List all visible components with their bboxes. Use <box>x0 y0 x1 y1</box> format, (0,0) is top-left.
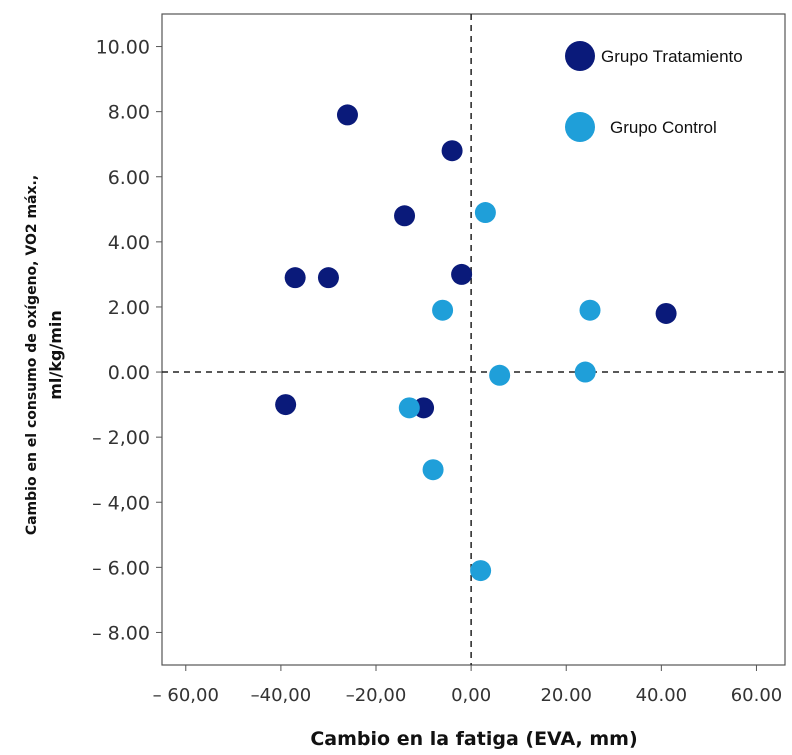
y-tick-label: – 6.00 <box>92 557 150 579</box>
point-tratamiento <box>284 267 306 289</box>
y-tick-label: 8.00 <box>108 102 150 124</box>
legend-label-tratamiento: Grupo Tratamiento <box>601 47 743 66</box>
point-control <box>422 459 444 481</box>
x-tick-label: 60.00 <box>731 685 783 706</box>
x-tick-label: 40.00 <box>636 685 688 706</box>
y-tick-label: – 2,00 <box>92 427 150 449</box>
y-axis-label-line2: ml/kg/min <box>46 310 65 399</box>
point-tratamiento <box>336 104 358 126</box>
x-tick-label: 0,00 <box>451 685 491 706</box>
y-tick-label: 4.00 <box>108 232 150 254</box>
y-axis-label-line1: Cambio en el consumo de oxígeno, VO2 máx… <box>24 175 40 535</box>
x-axis-label: Cambio en la fatiga (EVA, mm) <box>310 728 637 750</box>
point-control <box>579 299 601 321</box>
y-tick-label: 2.00 <box>108 297 150 319</box>
y-tick-label: 0.00 <box>108 362 150 384</box>
x-axis-ticks: – 60,00 –40,00 –20,00 0,00 20.00 40.00 60.00 <box>153 665 783 706</box>
plot-area-frame <box>161 13 786 666</box>
point-control <box>432 299 454 321</box>
point-tratamiento <box>451 263 473 285</box>
x-tick-label: – 60,00 <box>153 685 219 706</box>
y-axis-ticks: 10.00 8.00 6.00 4.00 2.00 0.00 – 2,00 – 4,00 – 6… <box>92 37 162 644</box>
x-tick-label: –20,00 <box>346 685 407 706</box>
legend-label-control: Grupo Control <box>610 118 717 137</box>
legend-marker-control <box>565 112 595 142</box>
point-control <box>574 361 596 383</box>
legend: Grupo Tratamiento Grupo Control <box>565 41 743 142</box>
point-control <box>470 560 492 582</box>
y-tick-label: – 8.00 <box>92 622 150 644</box>
x-tick-label: –40,00 <box>251 685 312 706</box>
point-control <box>474 202 496 224</box>
legend-marker-tratamiento <box>565 41 595 71</box>
x-tick-label: 20.00 <box>540 685 592 706</box>
point-tratamiento <box>275 394 297 416</box>
y-tick-label: – 4,00 <box>92 492 150 514</box>
point-tratamiento <box>394 205 416 227</box>
y-tick-label: 6.00 <box>108 167 150 189</box>
data-points <box>275 104 677 582</box>
y-tick-label: 10.00 <box>96 37 150 59</box>
point-control <box>489 364 511 386</box>
point-tratamiento <box>655 302 677 324</box>
point-tratamiento <box>317 267 339 289</box>
point-tratamiento <box>441 140 463 162</box>
point-control <box>398 397 420 419</box>
